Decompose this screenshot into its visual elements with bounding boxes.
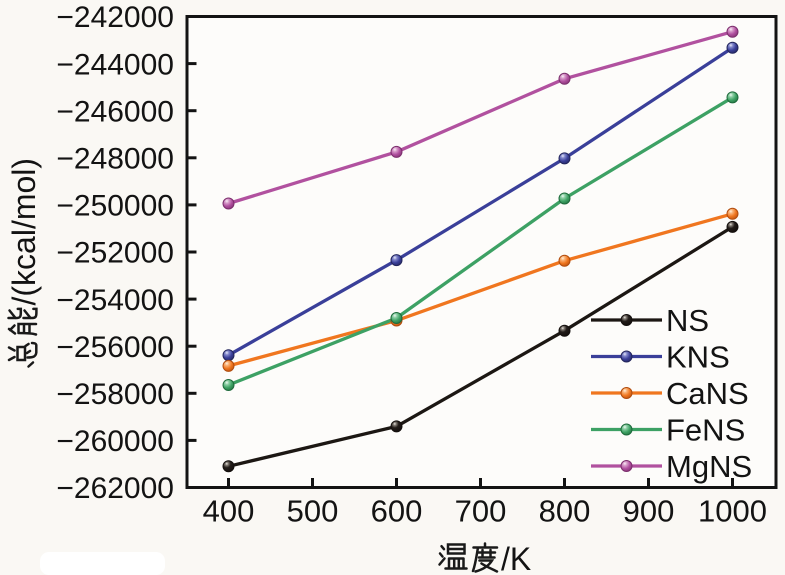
svg-text:1000: 1000 (698, 494, 767, 529)
svg-text:−252000: −252000 (56, 237, 174, 270)
svg-text:/(kcal/mol): /(kcal/mol) (6, 158, 42, 306)
svg-text:−262000: −262000 (56, 472, 174, 505)
svg-text:KNS: KNS (666, 340, 730, 375)
svg-text:−246000: −246000 (56, 95, 174, 128)
svg-text:FeNS: FeNS (666, 413, 745, 448)
svg-text:800: 800 (539, 494, 591, 529)
svg-text:500: 500 (287, 494, 339, 529)
svg-text:NS: NS (666, 303, 709, 338)
svg-text:600: 600 (371, 494, 423, 529)
svg-text:−248000: −248000 (56, 143, 174, 176)
svg-text:−244000: −244000 (56, 48, 174, 81)
svg-text:−260000: −260000 (56, 425, 174, 458)
svg-text:MgNS: MgNS (666, 449, 752, 484)
svg-text:−258000: −258000 (56, 378, 174, 411)
svg-text:400: 400 (203, 494, 255, 529)
svg-text:−250000: −250000 (56, 190, 174, 223)
svg-text:700: 700 (455, 494, 507, 529)
svg-text:CaNS: CaNS (666, 376, 749, 411)
svg-text:−242000: −242000 (56, 1, 174, 34)
svg-text:−254000: −254000 (56, 284, 174, 317)
svg-text:/K: /K (501, 541, 531, 575)
svg-text:−256000: −256000 (56, 331, 174, 364)
svg-text:900: 900 (623, 494, 675, 529)
